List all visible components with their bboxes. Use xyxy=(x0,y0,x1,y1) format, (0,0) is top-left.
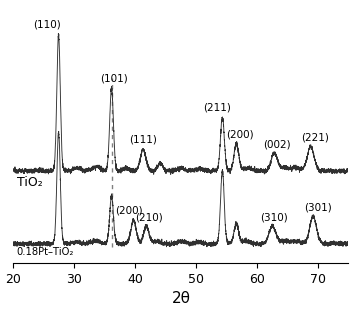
Text: (301): (301) xyxy=(304,202,332,212)
Text: 0.18Pt–TiO₂: 0.18Pt–TiO₂ xyxy=(17,247,74,257)
Text: (110): (110) xyxy=(33,20,61,30)
Text: (002): (002) xyxy=(263,139,290,149)
Text: (210): (210) xyxy=(135,212,162,222)
Text: (200): (200) xyxy=(226,130,254,140)
Text: (221): (221) xyxy=(301,133,329,143)
Text: (211): (211) xyxy=(204,102,232,113)
Text: (111): (111) xyxy=(129,134,157,144)
Text: TiO₂: TiO₂ xyxy=(17,176,42,189)
Text: (200): (200) xyxy=(115,206,143,216)
Text: (101): (101) xyxy=(100,73,128,83)
Text: (310): (310) xyxy=(260,212,288,222)
X-axis label: 2θ: 2θ xyxy=(171,291,190,306)
